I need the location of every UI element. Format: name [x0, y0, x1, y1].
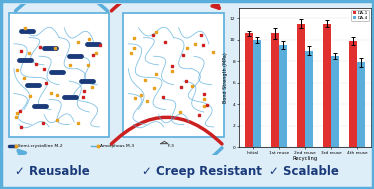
- Text: ✓ Scalable: ✓ Scalable: [269, 166, 339, 178]
- Bar: [279, 45, 287, 147]
- Bar: [349, 41, 357, 147]
- Text: Semi-crystalline M-2: Semi-crystalline M-2: [18, 144, 63, 148]
- FancyArrowPatch shape: [18, 148, 222, 189]
- Y-axis label: Bond Strength (MPa): Bond Strength (MPa): [223, 52, 228, 103]
- Text: F-3: F-3: [168, 144, 175, 148]
- Text: ✓ Creep Resistant: ✓ Creep Resistant: [142, 166, 262, 178]
- Bar: [297, 24, 305, 147]
- FancyArrowPatch shape: [111, 117, 222, 144]
- Bar: [305, 51, 313, 147]
- Bar: [357, 62, 365, 147]
- Text: ✓ Reusable: ✓ Reusable: [15, 166, 90, 178]
- FancyBboxPatch shape: [123, 13, 224, 137]
- FancyArrowPatch shape: [111, 0, 219, 11]
- Bar: [323, 24, 331, 147]
- FancyArrowPatch shape: [16, 0, 107, 11]
- Legend: DA-1, DA-4: DA-1, DA-4: [351, 10, 369, 21]
- X-axis label: Recycling: Recycling: [292, 156, 318, 161]
- Text: Amorphous M-3: Amorphous M-3: [100, 144, 134, 148]
- Bar: [253, 40, 261, 147]
- Bar: [271, 33, 279, 147]
- Bar: [331, 56, 339, 147]
- FancyBboxPatch shape: [9, 13, 109, 137]
- Bar: [245, 33, 253, 147]
